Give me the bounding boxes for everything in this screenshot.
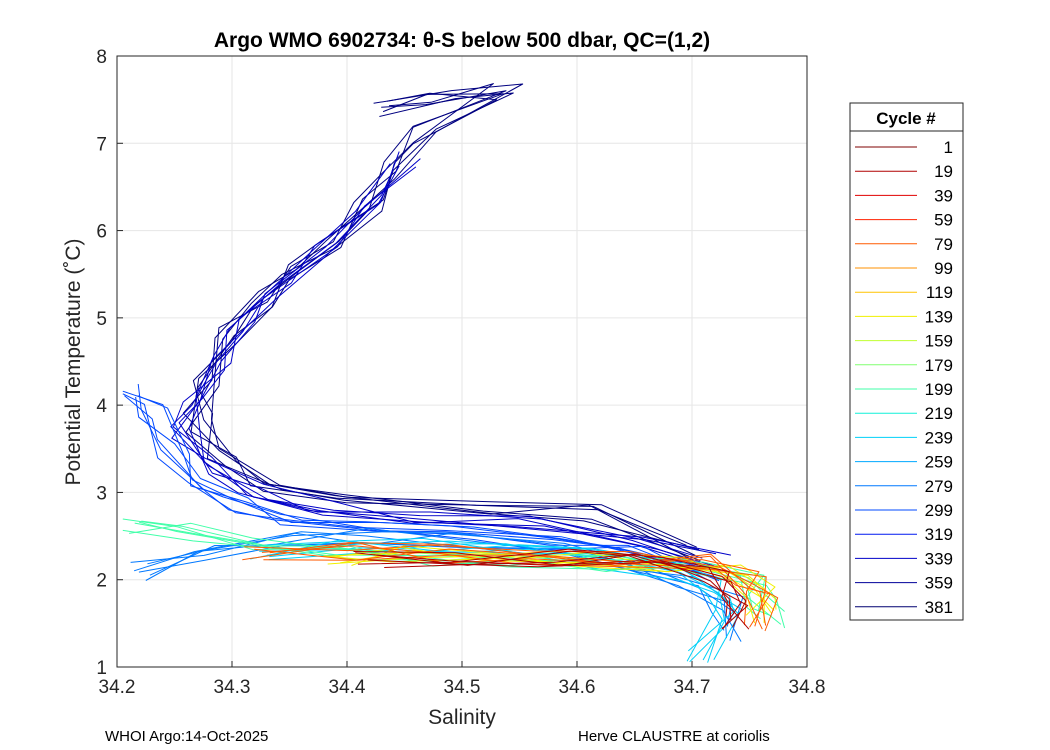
legend-label: 259 bbox=[925, 453, 953, 472]
x-tick-label: 34.5 bbox=[444, 677, 481, 698]
footer-left: WHOI Argo:14-Oct-2025 bbox=[105, 728, 268, 745]
legend-label: 179 bbox=[925, 356, 953, 375]
legend-label: 79 bbox=[934, 235, 953, 254]
legend-label: 159 bbox=[925, 332, 953, 351]
series-line bbox=[170, 151, 732, 568]
y-tick-label: 6 bbox=[96, 222, 107, 243]
y-tick-label: 7 bbox=[96, 134, 107, 155]
tick-group: 34.2 34.3 34.4 34.5 34.6 34.7 34.8 1 2 3 4 5 6 7 8 bbox=[96, 47, 825, 698]
profile-line bbox=[367, 559, 732, 621]
legend-entries: 1193959799911913915917919921923925927929… bbox=[855, 138, 953, 617]
profile-line bbox=[384, 553, 747, 628]
x-tick-label: 34.3 bbox=[214, 677, 251, 698]
profile-line bbox=[178, 170, 717, 555]
profile-line bbox=[122, 390, 721, 579]
profile-line bbox=[137, 383, 702, 568]
y-axis-label: Potential Temperature (˚C) bbox=[62, 238, 85, 485]
profile-line bbox=[357, 548, 750, 630]
profile-line bbox=[323, 555, 773, 614]
legend-title: Cycle # bbox=[876, 109, 936, 128]
legend-label: 339 bbox=[925, 549, 953, 568]
y-tick-label: 1 bbox=[96, 658, 107, 679]
profile-line bbox=[323, 552, 776, 616]
x-axis-label: Salinity bbox=[428, 706, 496, 729]
legend-label: 381 bbox=[925, 598, 953, 617]
legend-label: 119 bbox=[926, 283, 953, 302]
legend: Cycle # 11939597999119139159179199219239… bbox=[849, 102, 964, 621]
profile-line bbox=[269, 542, 763, 630]
series-line bbox=[122, 383, 721, 582]
profile-line bbox=[172, 165, 703, 559]
profile-line bbox=[355, 550, 749, 630]
y-tick-label: 3 bbox=[96, 483, 107, 504]
y-tick-label: 8 bbox=[96, 47, 107, 68]
profile-line bbox=[353, 551, 728, 617]
profile-line bbox=[170, 166, 717, 567]
y-tick-label: 2 bbox=[96, 571, 107, 592]
legend-label: 279 bbox=[925, 477, 953, 496]
x-tick-label: 34.8 bbox=[789, 677, 826, 698]
profile-line bbox=[171, 158, 700, 566]
x-tick-label: 34.2 bbox=[99, 677, 136, 698]
legend-label: 39 bbox=[934, 186, 953, 205]
x-tick-label: 34.7 bbox=[674, 677, 711, 698]
profile-line bbox=[135, 396, 720, 582]
y-tick-label: 5 bbox=[96, 309, 107, 330]
y-tick-label: 4 bbox=[96, 396, 107, 417]
legend-label: 199 bbox=[925, 380, 953, 399]
profile-line bbox=[192, 93, 701, 562]
footer-right: Herve CLAUSTRE at coriolis bbox=[578, 728, 770, 745]
chart-title: Argo WMO 6902734: θ-S below 500 dbar, QC… bbox=[214, 29, 710, 52]
legend-label: 99 bbox=[934, 259, 953, 278]
legend-label: 1 bbox=[944, 138, 953, 157]
legend-label: 219 bbox=[925, 404, 953, 423]
profile-line bbox=[195, 163, 713, 568]
legend-label: 359 bbox=[925, 574, 953, 593]
legend-label: 139 bbox=[925, 307, 953, 326]
legend-label: 19 bbox=[934, 162, 953, 181]
legend-label: 59 bbox=[934, 211, 953, 230]
x-tick-label: 34.4 bbox=[329, 677, 366, 698]
profile-line bbox=[190, 92, 696, 556]
series-group bbox=[122, 83, 786, 663]
x-tick-label: 34.6 bbox=[559, 677, 596, 698]
profile-line bbox=[250, 539, 735, 652]
legend-label: 299 bbox=[925, 501, 953, 520]
legend-label: 239 bbox=[925, 428, 953, 447]
legend-label: 319 bbox=[925, 525, 953, 544]
profile-line bbox=[137, 395, 690, 573]
series-line bbox=[353, 548, 750, 630]
